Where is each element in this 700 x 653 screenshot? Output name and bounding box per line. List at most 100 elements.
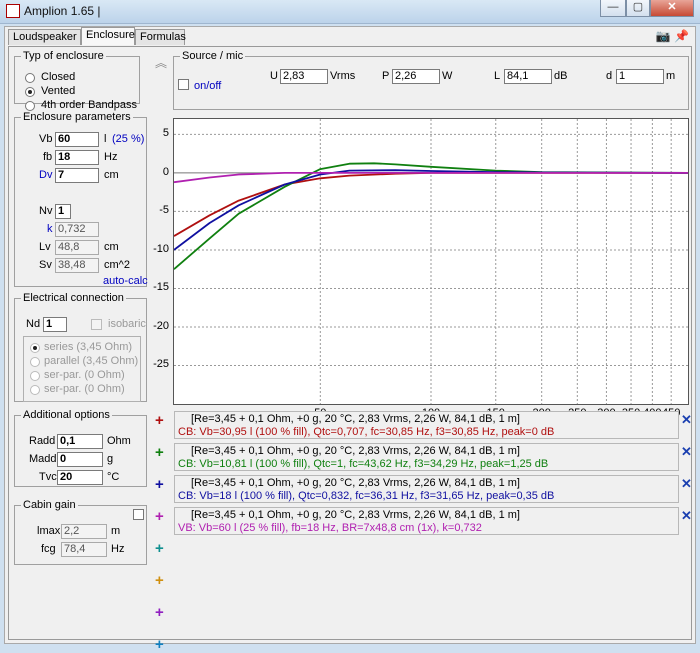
curve-params-text: [Re=3,45 + 0,1 Ohm, +0 g, 20 °C, 2,83 Vr… <box>191 445 520 457</box>
y-tick-label: 5 <box>162 127 169 140</box>
add-curve-button-4[interactable]: + <box>155 508 164 525</box>
radd-input[interactable]: 0,1 <box>57 434 103 449</box>
fcg-label: fcg <box>41 543 56 555</box>
curve-result-text: VB: Vb=60 l (25 % fill), fb=18 Hz, BR=7x… <box>178 522 482 534</box>
nv-label: Nv <box>39 205 53 217</box>
title-bar: Amplion 1.65 | — ▢ ✕ <box>0 0 700 24</box>
madd-input[interactable]: 0 <box>57 452 103 467</box>
radio-bandpass[interactable] <box>25 101 35 111</box>
curve-item-4[interactable]: [Re=3,45 + 0,1 Ohm, +0 g, 20 °C, 2,83 Vr… <box>174 507 679 535</box>
response-curve-4 <box>173 172 688 184</box>
close-button[interactable]: ✕ <box>650 0 694 17</box>
connection-options-box: series (3,45 Ohm) parallel (3,45 Ohm) se… <box>23 336 141 402</box>
add-curve-button-7[interactable]: + <box>155 604 164 621</box>
k-value: 0,732 <box>55 222 99 237</box>
radio-series[interactable] <box>30 343 40 353</box>
enclosure-panel: Typ of enclosure Closed Vented 4th order… <box>8 46 692 652</box>
p-input[interactable]: 2,26 <box>392 69 440 84</box>
lmax-value[interactable]: 2,2 <box>61 524 107 539</box>
enclosure-params-legend: Enclosure parameters <box>23 111 131 123</box>
p-label: P <box>382 70 390 82</box>
maximize-button[interactable]: ▢ <box>626 0 650 17</box>
collapse-up-icon[interactable]: ︽ <box>155 56 168 70</box>
l-input[interactable]: 84,1 <box>504 69 552 84</box>
radio-parallel[interactable] <box>30 357 40 367</box>
lv-label: Lv <box>39 241 51 253</box>
isobaric-label: isobaric <box>108 318 146 330</box>
curve-item-3[interactable]: [Re=3,45 + 0,1 Ohm, +0 g, 20 °C, 2,83 Vr… <box>174 475 679 503</box>
radd-label: Radd <box>29 435 56 447</box>
tab-enclosure[interactable]: Enclosure <box>81 27 135 45</box>
toolbar-icons: 📷 📌 <box>656 29 689 43</box>
response-curve-3 <box>173 169 689 251</box>
y-tick-label: -10 <box>153 242 169 255</box>
u-input[interactable]: 2,83 <box>280 69 328 84</box>
radio-ser-par-2-label: ser-par. (0 Ohm) <box>44 383 125 395</box>
camera-icon[interactable]: 📷 <box>655 29 671 43</box>
remove-curve-icon[interactable]: ✕ <box>681 444 692 459</box>
dv-input[interactable]: 7 <box>55 168 99 183</box>
tab-formulas[interactable]: Formulas <box>135 29 186 45</box>
radio-series-label: series (3,45 Ohm) <box>44 341 133 353</box>
tvc-unit: °C <box>107 471 120 483</box>
add-curve-button-6[interactable]: + <box>155 572 164 589</box>
u-unit: Vrms <box>330 70 356 82</box>
fb-label: fb <box>43 151 53 163</box>
remove-curve-icon[interactable]: ✕ <box>681 508 692 523</box>
add-curve-button-3[interactable]: + <box>155 476 164 493</box>
tvc-input[interactable]: 20 <box>57 470 103 485</box>
madd-unit: g <box>107 453 114 465</box>
y-tick-label: 0 <box>162 165 169 178</box>
cabin-gain-checkbox[interactable] <box>133 509 144 520</box>
d-input[interactable]: 1 <box>616 69 664 84</box>
radio-closed[interactable] <box>25 73 35 83</box>
vb-fill-percent: (25 %) <box>112 133 145 145</box>
remove-curve-icon[interactable]: ✕ <box>681 412 692 427</box>
curve-result-text: CB: Vb=30,95 l (100 % fill), Qtc=0,707, … <box>178 426 555 438</box>
curve-params-text: [Re=3,45 + 0,1 Ohm, +0 g, 20 °C, 2,83 Vr… <box>191 477 520 489</box>
curve-item-1[interactable]: [Re=3,45 + 0,1 Ohm, +0 g, 20 °C, 2,83 Vr… <box>174 411 679 439</box>
vb-label: Vb <box>39 133 53 145</box>
add-curve-button-1[interactable]: + <box>155 412 164 429</box>
nd-label: Nd <box>26 318 41 330</box>
radio-vented[interactable] <box>25 87 35 97</box>
radio-bandpass-label: 4th order Bandpass <box>41 99 138 111</box>
add-curve-button-2[interactable]: + <box>155 444 164 461</box>
window-title: Amplion 1.65 | <box>24 4 101 18</box>
radio-ser-par-2[interactable] <box>30 385 40 395</box>
isobaric-checkbox[interactable] <box>91 319 102 330</box>
radio-parallel-label: parallel (3,45 Ohm) <box>44 355 139 367</box>
lv-value: 48,8 <box>55 240 99 255</box>
tab-loudspeaker[interactable]: Loudspeaker <box>8 29 81 45</box>
curve-result-text: CB: Vb=18 l (100 % fill), Qtc=0,832, fc=… <box>178 490 555 502</box>
fcg-value[interactable]: 78,4 <box>61 542 107 557</box>
tvc-label: Tvc <box>39 471 57 483</box>
nd-input[interactable]: 1 <box>43 317 67 332</box>
source-mic-group: Source / mic on/off U 2,83 Vrms P 2,26 W… <box>173 50 689 110</box>
additional-legend: Additional options <box>23 409 110 421</box>
sv-unit: cm^2 <box>104 259 130 271</box>
fb-unit: Hz <box>104 151 118 163</box>
fb-input[interactable]: 18 <box>55 150 99 165</box>
radio-closed-label: Closed <box>41 71 76 83</box>
add-curve-button-8[interactable]: + <box>155 636 164 653</box>
minimize-button[interactable]: — <box>600 0 626 17</box>
y-tick-label: -5 <box>159 204 169 217</box>
curve-item-2[interactable]: [Re=3,45 + 0,1 Ohm, +0 g, 20 °C, 2,83 Vr… <box>174 443 679 471</box>
additional-group: Additional options Radd 0,1 Ohm Madd 0 g… <box>14 409 147 487</box>
cabin-gain-group: Cabin gain lmax 2,2 m fcg 78,4 Hz <box>14 499 147 565</box>
curve-params-text: [Re=3,45 + 0,1 Ohm, +0 g, 20 °C, 2,83 Vr… <box>191 413 520 425</box>
enclosure-params-group: Enclosure parameters Vb 60 l (25 %) fb 1… <box>14 111 148 287</box>
onoff-label: on/off <box>194 80 222 92</box>
vb-input[interactable]: 60 <box>55 132 99 147</box>
onoff-checkbox[interactable] <box>178 79 189 90</box>
lmax-label: lmax <box>37 525 61 537</box>
add-curve-button-5[interactable]: + <box>155 540 164 557</box>
auto-calc-link[interactable]: auto-calc <box>103 275 148 287</box>
pin-icon[interactable]: 📌 <box>674 29 689 43</box>
radio-ser-par-1[interactable] <box>30 371 40 381</box>
l-label: L <box>494 70 501 82</box>
nv-input[interactable]: 1 <box>55 204 71 219</box>
remove-curve-icon[interactable]: ✕ <box>681 476 692 491</box>
curve-params-text: [Re=3,45 + 0,1 Ohm, +0 g, 20 °C, 2,83 Vr… <box>191 509 520 521</box>
